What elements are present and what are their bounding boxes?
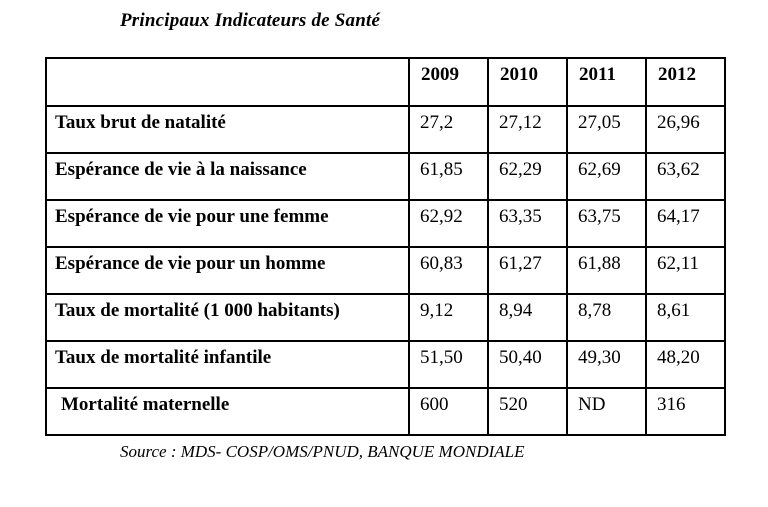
page-title: Principaux Indicateurs de Santé (120, 10, 381, 31)
row-label-maternal-mortality: Mortalité maternelle (45, 387, 410, 436)
row-label-birth-rate: Taux brut de natalité (45, 105, 410, 154)
row-label-mortality-rate: Taux de mortalité (1 000 habitants) (45, 293, 410, 342)
year-column-header-2009: 2009 (408, 57, 489, 107)
table-header-row: 2009 2010 2011 2012 (45, 57, 726, 107)
year-column-header-2012: 2012 (645, 57, 726, 107)
value-cell: 48,20 (645, 340, 726, 389)
value-cell: 49,30 (566, 340, 647, 389)
row-label-life-expectancy-male: Espérance de vie pour un homme (45, 246, 410, 295)
row-label-infant-mortality: Taux de mortalité infantile (45, 340, 410, 389)
health-indicators-table: 2009 2010 2011 2012 Taux brut de natalit… (45, 57, 726, 436)
row-label-life-expectancy-birth: Espérance de vie à la naissance (45, 152, 410, 201)
value-cell: 51,50 (408, 340, 489, 389)
value-cell: 60,83 (408, 246, 489, 295)
table-row: Espérance de vie pour une femme 62,92 63… (45, 199, 726, 248)
year-column-header-2011: 2011 (566, 57, 647, 107)
value-cell: 62,11 (645, 246, 726, 295)
source-note: Source : MDS- COSP/OMS/PNUD, BANQUE MOND… (120, 442, 525, 461)
value-cell: 63,62 (645, 152, 726, 201)
value-cell: 600 (408, 387, 489, 436)
value-cell: 50,40 (487, 340, 568, 389)
year-column-header-2010: 2010 (487, 57, 568, 107)
value-cell: 63,35 (487, 199, 568, 248)
value-cell: 27,05 (566, 105, 647, 154)
value-cell: 61,27 (487, 246, 568, 295)
value-cell: 64,17 (645, 199, 726, 248)
value-cell: 316 (645, 387, 726, 436)
value-cell: 27,12 (487, 105, 568, 154)
table-row: Espérance de vie à la naissance 61,85 62… (45, 152, 726, 201)
corner-header-cell (45, 57, 410, 107)
table-row: Taux brut de natalité 27,2 27,12 27,05 2… (45, 105, 726, 154)
value-cell: 62,92 (408, 199, 489, 248)
table-row: Taux de mortalité infantile 51,50 50,40 … (45, 340, 726, 389)
value-cell: 62,29 (487, 152, 568, 201)
table-row: Taux de mortalité (1 000 habitants) 9,12… (45, 293, 726, 342)
value-cell: 520 (487, 387, 568, 436)
value-cell: 26,96 (645, 105, 726, 154)
value-cell: 8,61 (645, 293, 726, 342)
value-cell: 61,88 (566, 246, 647, 295)
value-cell: 62,69 (566, 152, 647, 201)
row-label-life-expectancy-female: Espérance de vie pour une femme (45, 199, 410, 248)
value-cell: 8,94 (487, 293, 568, 342)
value-cell: 63,75 (566, 199, 647, 248)
value-cell: 8,78 (566, 293, 647, 342)
value-cell: 9,12 (408, 293, 489, 342)
value-cell: ND (566, 387, 647, 436)
value-cell: 61,85 (408, 152, 489, 201)
value-cell: 27,2 (408, 105, 489, 154)
table-row: Mortalité maternelle 600 520 ND 316 (45, 387, 726, 436)
table-row: Espérance de vie pour un homme 60,83 61,… (45, 246, 726, 295)
